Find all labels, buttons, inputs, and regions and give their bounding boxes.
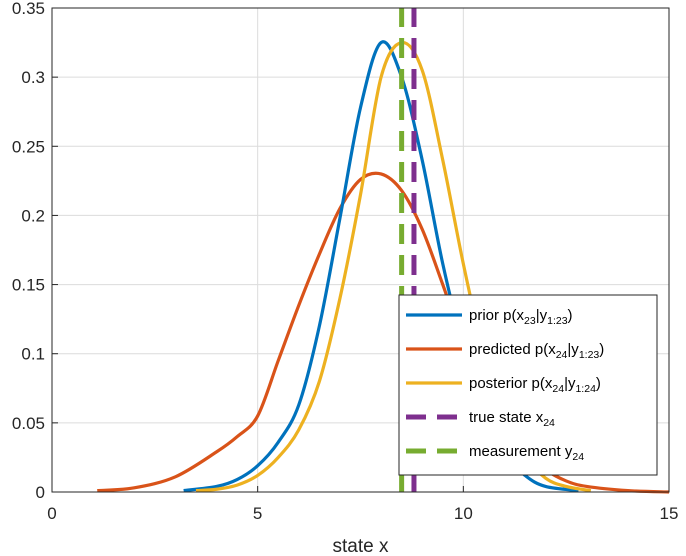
- y-tick-labels: 0 0.05 0.1 0.15 0.2 0.25 0.3 0.35: [12, 0, 45, 502]
- legend-label-part: 1:24: [575, 383, 596, 395]
- legend-label-part: 23: [524, 315, 536, 327]
- legend-label-part: ): [596, 375, 601, 392]
- legend-item-2[interactable]: predicted p(x24|y1:23): [406, 341, 604, 361]
- legend-label-part: |y: [564, 375, 576, 392]
- y-tick-label: 0.35: [12, 0, 45, 18]
- legend-label-part: prior p(x: [469, 307, 525, 324]
- legend-label-part: true state x: [469, 409, 544, 426]
- legend[interactable]: prior p(x23|y1:23)predicted p(x24|y1:23)…: [398, 294, 658, 476]
- legend-label: posterior p(x24|y1:24): [469, 375, 601, 395]
- legend-label-part: posterior p(x: [469, 375, 553, 392]
- legend-label-part: 1:23: [547, 315, 568, 327]
- y-tick-label: 0.1: [21, 345, 45, 364]
- legend-label: measurement y24: [469, 443, 584, 463]
- x-tick-label: 10: [454, 504, 473, 523]
- legend-label: prior p(x23|y1:23): [469, 307, 573, 327]
- legend-item-4[interactable]: true state x24: [406, 409, 555, 429]
- y-tick-label: 0.05: [12, 414, 45, 433]
- x-tick-label: 5: [253, 504, 262, 523]
- legend-item-1[interactable]: prior p(x23|y1:23): [406, 307, 573, 327]
- x-axis-title: state x: [333, 536, 389, 556]
- legend-label-part: 24: [556, 349, 568, 361]
- y-tick-label: 0.15: [12, 276, 45, 295]
- y-tick-label: 0.3: [21, 68, 45, 87]
- x-tick-label: 0: [47, 504, 56, 523]
- legend-label-part: measurement y: [469, 443, 573, 460]
- axes-box: [51, 7, 670, 493]
- y-tick-label: 0.2: [21, 206, 45, 225]
- legend-label-part: predicted p(x: [469, 341, 556, 358]
- x-tick-labels: 0 5 10 15: [47, 504, 678, 523]
- legend-label-part: 24: [552, 383, 564, 395]
- legend-label-part: 24: [572, 451, 584, 463]
- y-tick-label: 0: [36, 483, 45, 502]
- legend-label: predicted p(x24|y1:23): [469, 341, 604, 361]
- legend-box: [398, 294, 658, 476]
- legend-label-part: |y: [567, 341, 579, 358]
- legend-item-5[interactable]: measurement y24: [406, 443, 584, 463]
- legend-label-part: ): [599, 341, 604, 358]
- y-tick-label: 0.25: [12, 137, 45, 156]
- x-tick-label: 15: [660, 504, 679, 523]
- tick-marks: [51, 7, 670, 493]
- legend-label-part: ): [568, 307, 573, 324]
- legend-label-part: 24: [543, 417, 555, 429]
- legend-label: true state x24: [469, 409, 555, 429]
- legend-label-part: |y: [536, 307, 548, 324]
- legend-label-part: 1:23: [579, 349, 600, 361]
- legend-item-3[interactable]: posterior p(x24|y1:24): [406, 375, 601, 395]
